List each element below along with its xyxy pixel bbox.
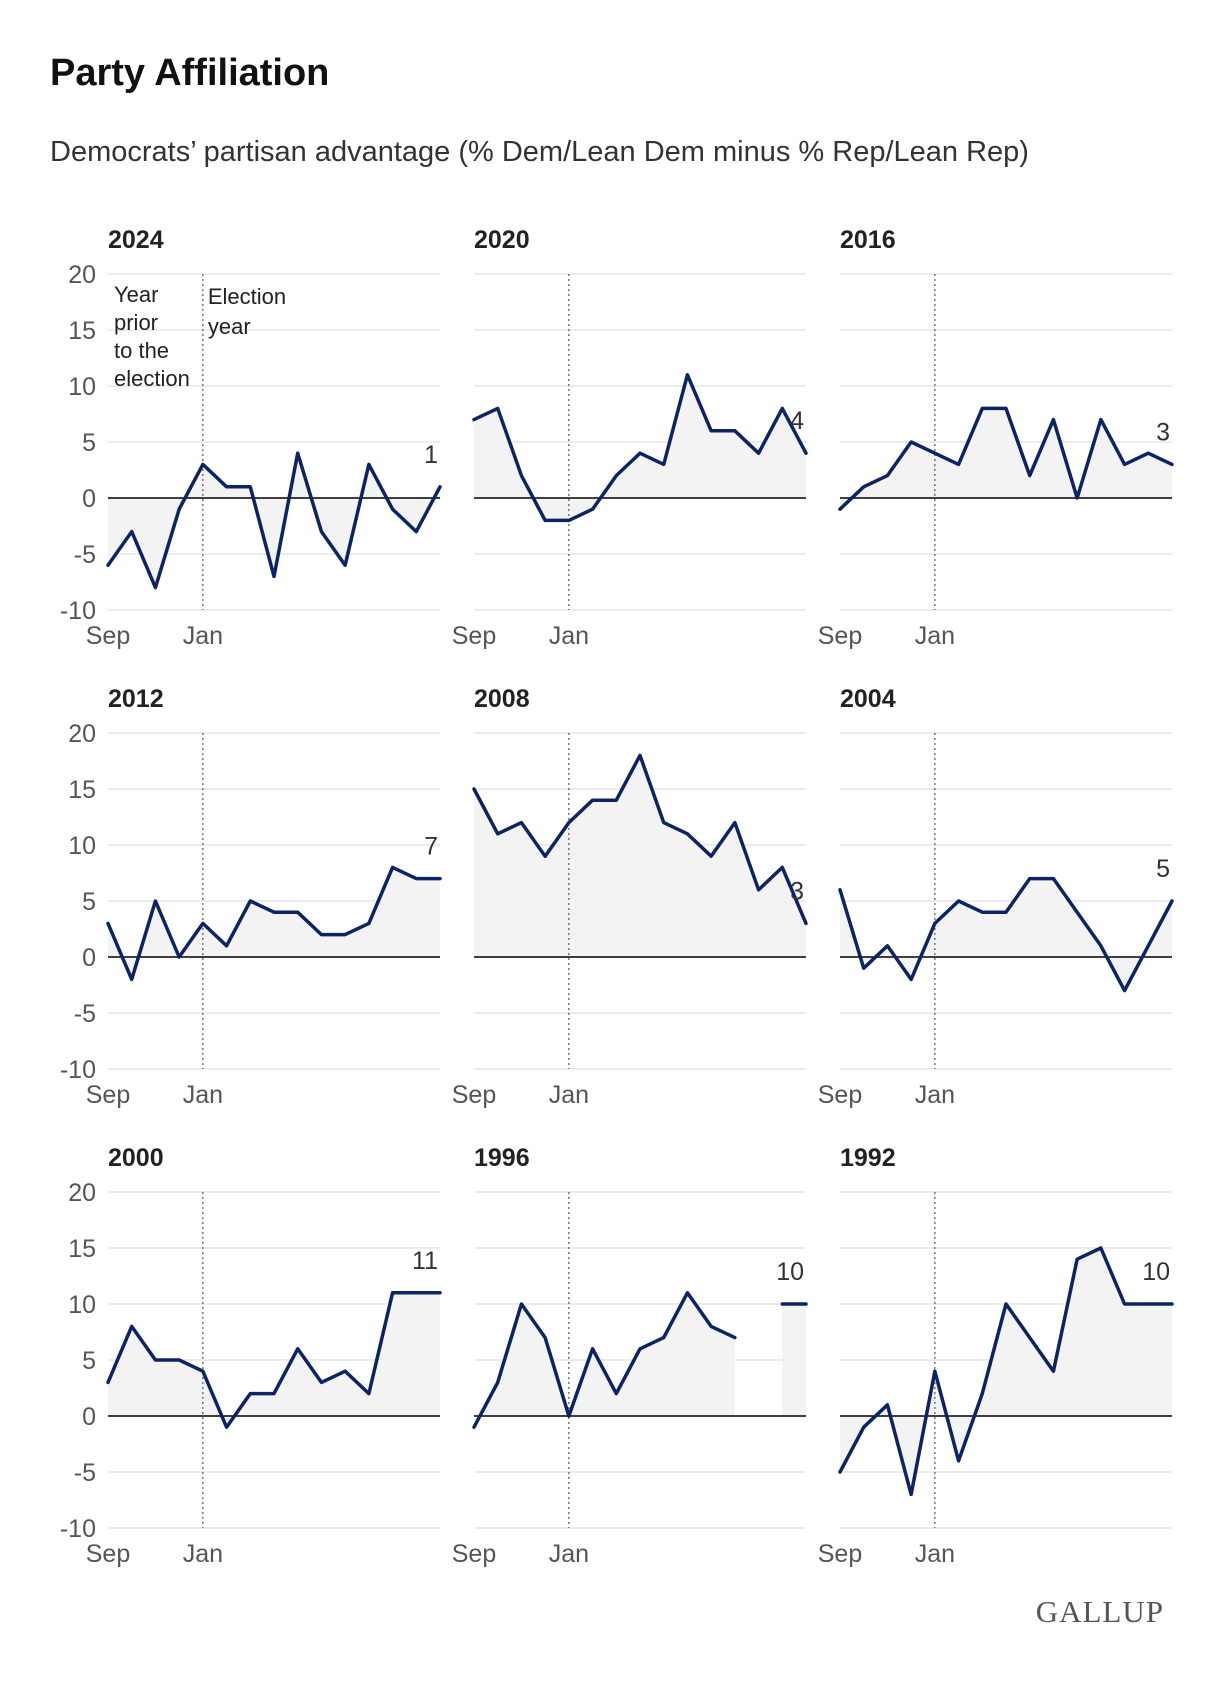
panel-title: 2000: [108, 1144, 164, 1172]
end-value-label: 11: [412, 1247, 438, 1275]
annotation-text: Election: [208, 284, 286, 309]
x-tick-label: Jan: [915, 1540, 955, 1568]
panel-title: 2020: [474, 226, 530, 254]
end-value-label: 3: [1156, 418, 1170, 446]
area-fill: [840, 1248, 1172, 1495]
y-tick-label: 20: [68, 1179, 96, 1207]
annotation-text: election: [114, 366, 190, 391]
x-tick-label: Sep: [86, 622, 130, 650]
y-tick-label: 0: [82, 485, 96, 513]
panel-2020: 2020 4 Sep Jan: [452, 226, 808, 650]
annotation-text: prior: [114, 310, 158, 335]
area-fill: [474, 755, 806, 957]
series-line: [106, 1291, 442, 1429]
panel-title: 2016: [840, 226, 896, 254]
y-tick-label: 20: [68, 720, 96, 748]
panel-2004: 2004 5 Sep Jan: [818, 685, 1174, 1109]
series-line: [472, 373, 808, 523]
annotation-text: Year: [114, 282, 158, 307]
panel-1996: 1996 10 Sep Jan: [452, 1144, 808, 1568]
area-fill: [108, 453, 440, 588]
panel-2016: 2016 3 Sep Jan: [818, 226, 1174, 650]
y-tick-label: -10: [60, 1515, 96, 1543]
panel-title: 1996: [474, 1144, 530, 1172]
panel-title: 2008: [474, 685, 530, 713]
x-tick-label: Jan: [549, 1540, 589, 1568]
y-tick-label: -5: [74, 541, 96, 569]
x-tick-label: Jan: [915, 1081, 955, 1109]
annotation-text: to the: [114, 338, 169, 363]
series-line: [838, 1246, 1174, 1497]
y-tick-label: 0: [82, 944, 96, 972]
y-tick-label: -10: [60, 1056, 96, 1084]
series-line: [838, 406, 1174, 511]
end-value-label: 4: [790, 407, 804, 435]
panel-1992: 1992 10 Sep Jan: [818, 1144, 1174, 1568]
y-tick-label: 10: [68, 373, 96, 401]
end-value-label: 1: [424, 441, 438, 469]
panel-title: 1992: [840, 1144, 896, 1172]
y-tick-label: 5: [82, 429, 96, 457]
end-value-label: 7: [424, 833, 438, 861]
x-tick-label: Sep: [818, 1081, 862, 1109]
area-fill: [840, 408, 1172, 510]
x-tick-label: Jan: [549, 1081, 589, 1109]
area-fill: [108, 1292, 440, 1428]
series-line: [472, 753, 808, 926]
y-tick-label: 15: [68, 317, 96, 345]
y-tick-label: 5: [82, 888, 96, 916]
x-tick-label: Jan: [183, 622, 223, 650]
x-tick-label: Jan: [549, 622, 589, 650]
area-fill: [782, 1304, 806, 1416]
end-value-label: 3: [790, 877, 804, 905]
area-fill: [474, 1292, 735, 1428]
area-fill: [474, 374, 806, 521]
series-line: [106, 451, 442, 590]
y-tick-label: 10: [68, 1291, 96, 1319]
chart-title: Party Affiliation: [50, 52, 330, 94]
x-tick-label: Sep: [452, 622, 496, 650]
panel-title: 2012: [108, 685, 164, 713]
end-value-label: 5: [1156, 855, 1170, 883]
y-tick-label: -5: [74, 1459, 96, 1487]
panel-2008: 2008 3 Sep Jan: [452, 685, 808, 1109]
y-tick-label: 10: [68, 832, 96, 860]
chart-subtitle: Democrats’ partisan advantage (% Dem/Lea…: [50, 136, 1029, 168]
y-tick-label: -5: [74, 1000, 96, 1028]
y-tick-label: 15: [68, 1235, 96, 1263]
x-tick-label: Jan: [183, 1081, 223, 1109]
x-tick-label: Sep: [86, 1081, 130, 1109]
panel-title: 2024: [108, 226, 164, 254]
x-tick-label: Sep: [818, 622, 862, 650]
x-tick-label: Sep: [452, 1081, 496, 1109]
end-value-label: 10: [1142, 1258, 1170, 1286]
series-line: [472, 1291, 737, 1429]
y-tick-label: 0: [82, 1403, 96, 1431]
annotation-text: year: [208, 314, 251, 339]
y-tick-label: 20: [68, 261, 96, 289]
x-tick-label: Jan: [915, 622, 955, 650]
x-tick-label: Jan: [183, 1540, 223, 1568]
x-tick-label: Sep: [452, 1540, 496, 1568]
y-tick-label: 5: [82, 1347, 96, 1375]
panel-title: 2004: [840, 685, 896, 713]
panel-2024: 2024 -10 -5 0 5 10 15 20 1 Sep Jan Year prior to the e…: [60, 226, 442, 650]
end-value-label: 10: [776, 1258, 804, 1286]
panel-2012: 2012 -10 -5 0 5 10 15 20 7 Sep Jan: [60, 685, 442, 1109]
y-tick-label: 15: [68, 776, 96, 804]
x-tick-label: Sep: [818, 1540, 862, 1568]
area-fill: [108, 867, 440, 980]
x-tick-label: Sep: [86, 1540, 130, 1568]
series-line: [106, 865, 442, 982]
area-fill: [840, 878, 1172, 991]
panel-2000: 2000 -10 -5 0 5 10 15 20 11 Sep Jan: [60, 1144, 442, 1568]
gallup-logo: GALLUP: [1035, 1594, 1164, 1629]
series-line: [838, 876, 1174, 993]
y-tick-label: -10: [60, 597, 96, 625]
